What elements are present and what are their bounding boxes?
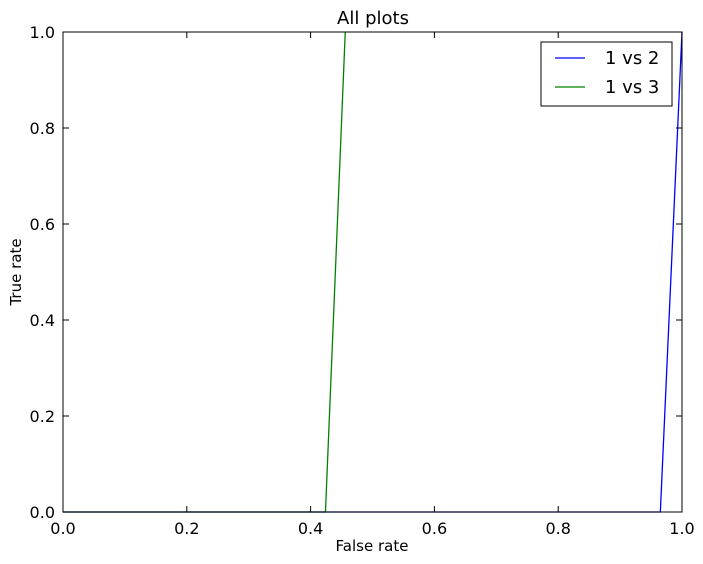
y-axis-label: True rate <box>7 238 25 306</box>
legend: 1 vs 2 1 vs 3 <box>540 41 673 107</box>
plot-frame <box>62 31 683 513</box>
x-tick-label: 0.4 <box>298 519 323 538</box>
legend-label-1: 1 vs 2 <box>605 48 659 69</box>
y-tick-label: 0.0 <box>30 503 55 522</box>
ticks-layer: 0.0 0.2 0.4 0.6 0.8 1.0 0.0 0.2 0.4 0.6 0.8 1.0 <box>30 23 695 538</box>
y-tick-label: 1.0 <box>30 23 55 42</box>
legend-box <box>540 41 673 107</box>
y-tick-label: 0.6 <box>30 215 55 234</box>
y-tick-label: 0.4 <box>30 311 55 330</box>
x-tick-label: 0.8 <box>545 519 570 538</box>
series-line-2 <box>63 31 346 513</box>
x-tick-label: 0.2 <box>174 519 199 538</box>
y-tick-label: 0.8 <box>30 119 55 138</box>
x-tick-label: 0.6 <box>422 519 447 538</box>
legend-label-2: 1 vs 3 <box>605 77 659 98</box>
x-axis-label: False rate <box>336 537 409 555</box>
x-tick-label: 1.0 <box>669 519 694 538</box>
chart-title: All plots <box>337 8 409 29</box>
x-tick-label: 0.0 <box>50 519 75 538</box>
y-tick-label: 0.2 <box>30 407 55 426</box>
